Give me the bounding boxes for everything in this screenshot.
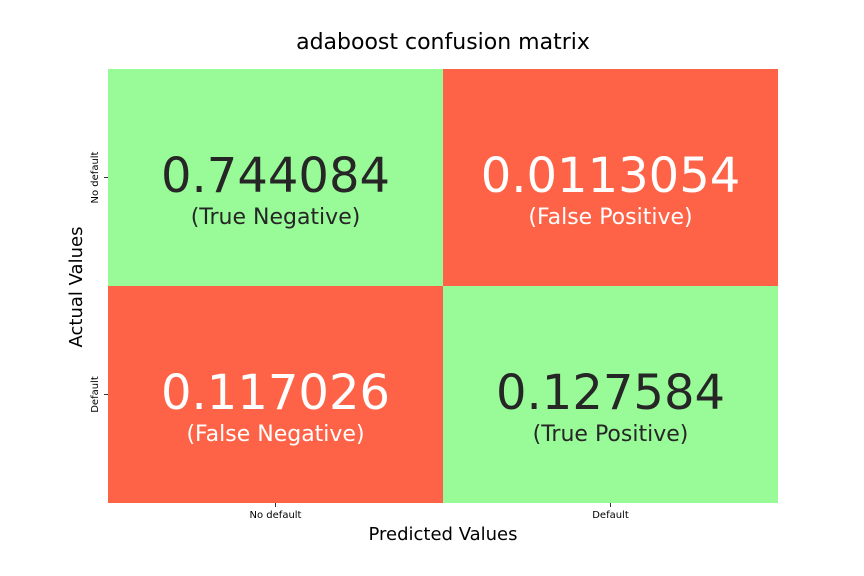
- cell-label: (False Positive): [528, 205, 692, 230]
- x-tick-label: Default: [592, 510, 629, 521]
- axis-ticks: No default Default No default Default: [90, 151, 629, 521]
- cell-value: 0.127584: [496, 365, 725, 421]
- y-axis-label: Actual Values: [66, 227, 87, 348]
- heatmap-cell: [443, 286, 778, 503]
- cell-label: (True Positive): [533, 422, 689, 447]
- x-tick-label: No default: [250, 510, 302, 521]
- heatmap-cells: 0.744084(True Negative) 0.0113054(False P…: [108, 69, 778, 503]
- cell-label: (True Negative): [191, 205, 361, 230]
- x-axis-label: Predicted Values: [368, 524, 517, 545]
- heatmap-cell: [108, 286, 443, 503]
- cell-value: 0.0113054: [481, 148, 741, 204]
- heatmap-cell: [443, 69, 778, 286]
- cell-label: (False Negative): [186, 422, 364, 447]
- chart-title: adaboost confusion matrix: [296, 30, 590, 55]
- cell-value: 0.744084: [161, 148, 390, 204]
- y-tick-label: No default: [90, 151, 101, 203]
- heatmap-cell: [108, 69, 443, 286]
- y-tick-label: Default: [90, 376, 101, 413]
- cell-value: 0.117026: [161, 365, 390, 421]
